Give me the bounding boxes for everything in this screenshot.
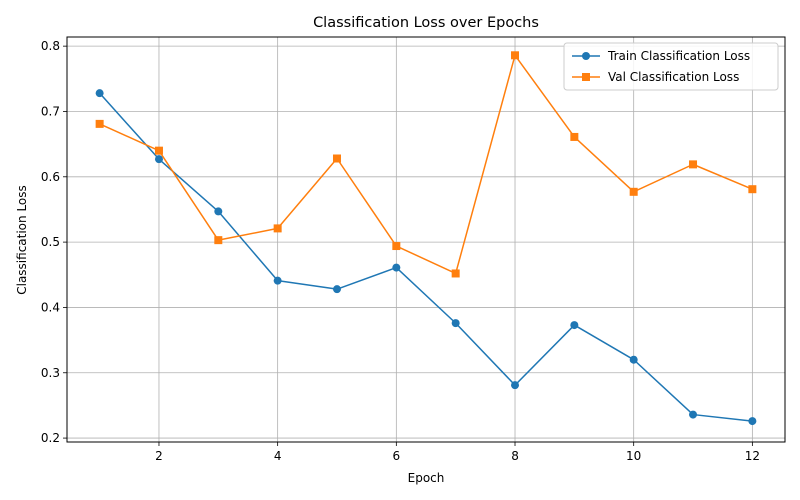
legend-marker [582, 73, 590, 81]
data-point-train [332, 285, 341, 294]
data-point-val [748, 185, 757, 194]
data-point-train [214, 207, 223, 216]
legend-label: Train Classification Loss [607, 49, 750, 63]
y-axis-ticks: 0.2 0.3 0.4 0.5 0.6 0.7 0.8 [41, 39, 67, 445]
data-point-val [570, 132, 579, 141]
data-point-val [689, 160, 698, 169]
y-tick-label: 0.7 [41, 104, 60, 118]
plot-frame [66, 36, 786, 443]
data-point-val [95, 119, 104, 128]
data-point-val [154, 146, 163, 155]
data-point-train [451, 319, 460, 328]
legend: Train Classification Loss Val Classificat… [563, 42, 779, 91]
x-tick-label: 6 [393, 449, 401, 463]
data-point-train [511, 381, 520, 390]
chart-title: Classification Loss over Epochs [313, 15, 539, 31]
legend-label: Val Classification Loss [608, 70, 739, 84]
y-tick-label: 0.5 [41, 235, 60, 249]
x-tick-label: 4 [274, 449, 282, 463]
data-point-val [511, 51, 520, 60]
data-point-train [392, 263, 401, 272]
data-point-train [570, 321, 579, 330]
data-point-val [451, 269, 460, 278]
x-tick-label: 2 [155, 449, 163, 463]
y-tick-label: 0.4 [41, 300, 60, 314]
x-axis-label: Epoch [408, 471, 445, 485]
y-tick-label: 0.8 [41, 39, 60, 53]
data-point-train [689, 410, 698, 419]
x-tick-label: 8 [511, 449, 519, 463]
data-point-train [154, 155, 163, 164]
data-point-val [332, 154, 341, 163]
data-point-val [629, 187, 638, 196]
series-line-2 [99, 54, 753, 275]
data-point-train [95, 89, 104, 98]
series-lines [99, 54, 753, 422]
series-line-1 [99, 92, 753, 422]
data-point-val [273, 224, 282, 233]
data-point-train [748, 417, 757, 426]
x-tick-label: 12 [745, 449, 760, 463]
legend-box [563, 42, 779, 91]
x-axis-ticks: 2 4 6 8 10 12 [155, 442, 760, 463]
series-markers [95, 51, 757, 426]
x-tick-label: 10 [626, 449, 641, 463]
data-point-val [392, 242, 401, 251]
y-tick-label: 0.2 [41, 431, 60, 445]
data-point-train [273, 276, 282, 285]
y-tick-label: 0.3 [41, 366, 60, 380]
data-point-val [214, 236, 223, 245]
legend-marker [582, 52, 590, 60]
data-point-train [629, 355, 638, 364]
y-tick-label: 0.6 [41, 170, 60, 184]
y-axis-label: Classification Loss [15, 185, 29, 295]
